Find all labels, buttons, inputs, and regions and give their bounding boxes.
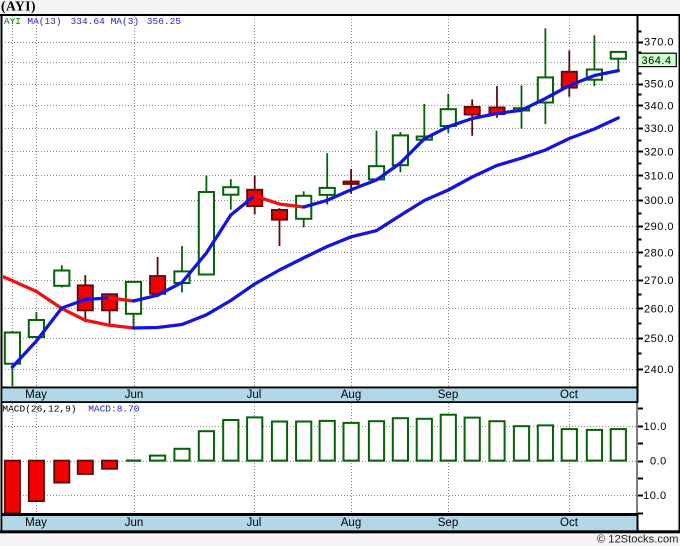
svg-text:240.0: 240.0 — [644, 364, 674, 376]
svg-text:Oct: Oct — [560, 389, 579, 401]
svg-text:Oct: Oct — [560, 517, 579, 529]
svg-text:310.0: 310.0 — [644, 170, 674, 182]
svg-text:AYI: AYI — [4, 16, 21, 27]
svg-text:290.0: 290.0 — [644, 221, 674, 233]
svg-text:-10.0: -10.0 — [639, 490, 667, 502]
svg-text:Aug: Aug — [341, 517, 361, 529]
svg-text:May: May — [25, 517, 47, 529]
svg-text:320.0: 320.0 — [644, 146, 674, 158]
svg-text:10.0: 10.0 — [644, 421, 667, 433]
svg-text:MA(3): MA(3) — [111, 16, 140, 27]
svg-text:356.25: 356.25 — [147, 16, 182, 27]
svg-text:0.0: 0.0 — [650, 455, 667, 467]
svg-text:MACD(26,12,9): MACD(26,12,9) — [2, 404, 76, 415]
svg-text:MA(13): MA(13) — [27, 16, 61, 27]
svg-text:Jul: Jul — [247, 389, 262, 401]
svg-text:Aug: Aug — [341, 389, 361, 401]
svg-text:334.64: 334.64 — [71, 16, 106, 27]
svg-text:260.0: 260.0 — [644, 303, 674, 315]
svg-text:250.0: 250.0 — [644, 333, 674, 345]
svg-text:300.0: 300.0 — [644, 195, 674, 207]
svg-text:May: May — [25, 389, 47, 401]
svg-text:340.0: 340.0 — [644, 101, 674, 113]
svg-text:370.0: 370.0 — [644, 37, 674, 49]
svg-text:280.0: 280.0 — [644, 247, 674, 259]
svg-text:Jul: Jul — [247, 517, 262, 529]
svg-text:(AYI): (AYI) — [1, 0, 36, 14]
svg-text:330.0: 330.0 — [644, 123, 674, 135]
svg-text:Jun: Jun — [125, 389, 144, 401]
svg-text:© 12Stocks.com: © 12Stocks.com — [597, 534, 679, 546]
svg-text:Sep: Sep — [438, 389, 458, 401]
svg-text:MACD:8.70: MACD:8.70 — [88, 404, 140, 415]
svg-text:Jun: Jun — [125, 517, 144, 529]
svg-text:270.0: 270.0 — [644, 275, 674, 287]
svg-text:364.4: 364.4 — [642, 55, 672, 67]
svg-text:350.0: 350.0 — [644, 79, 674, 91]
svg-text:Sep: Sep — [438, 517, 458, 529]
